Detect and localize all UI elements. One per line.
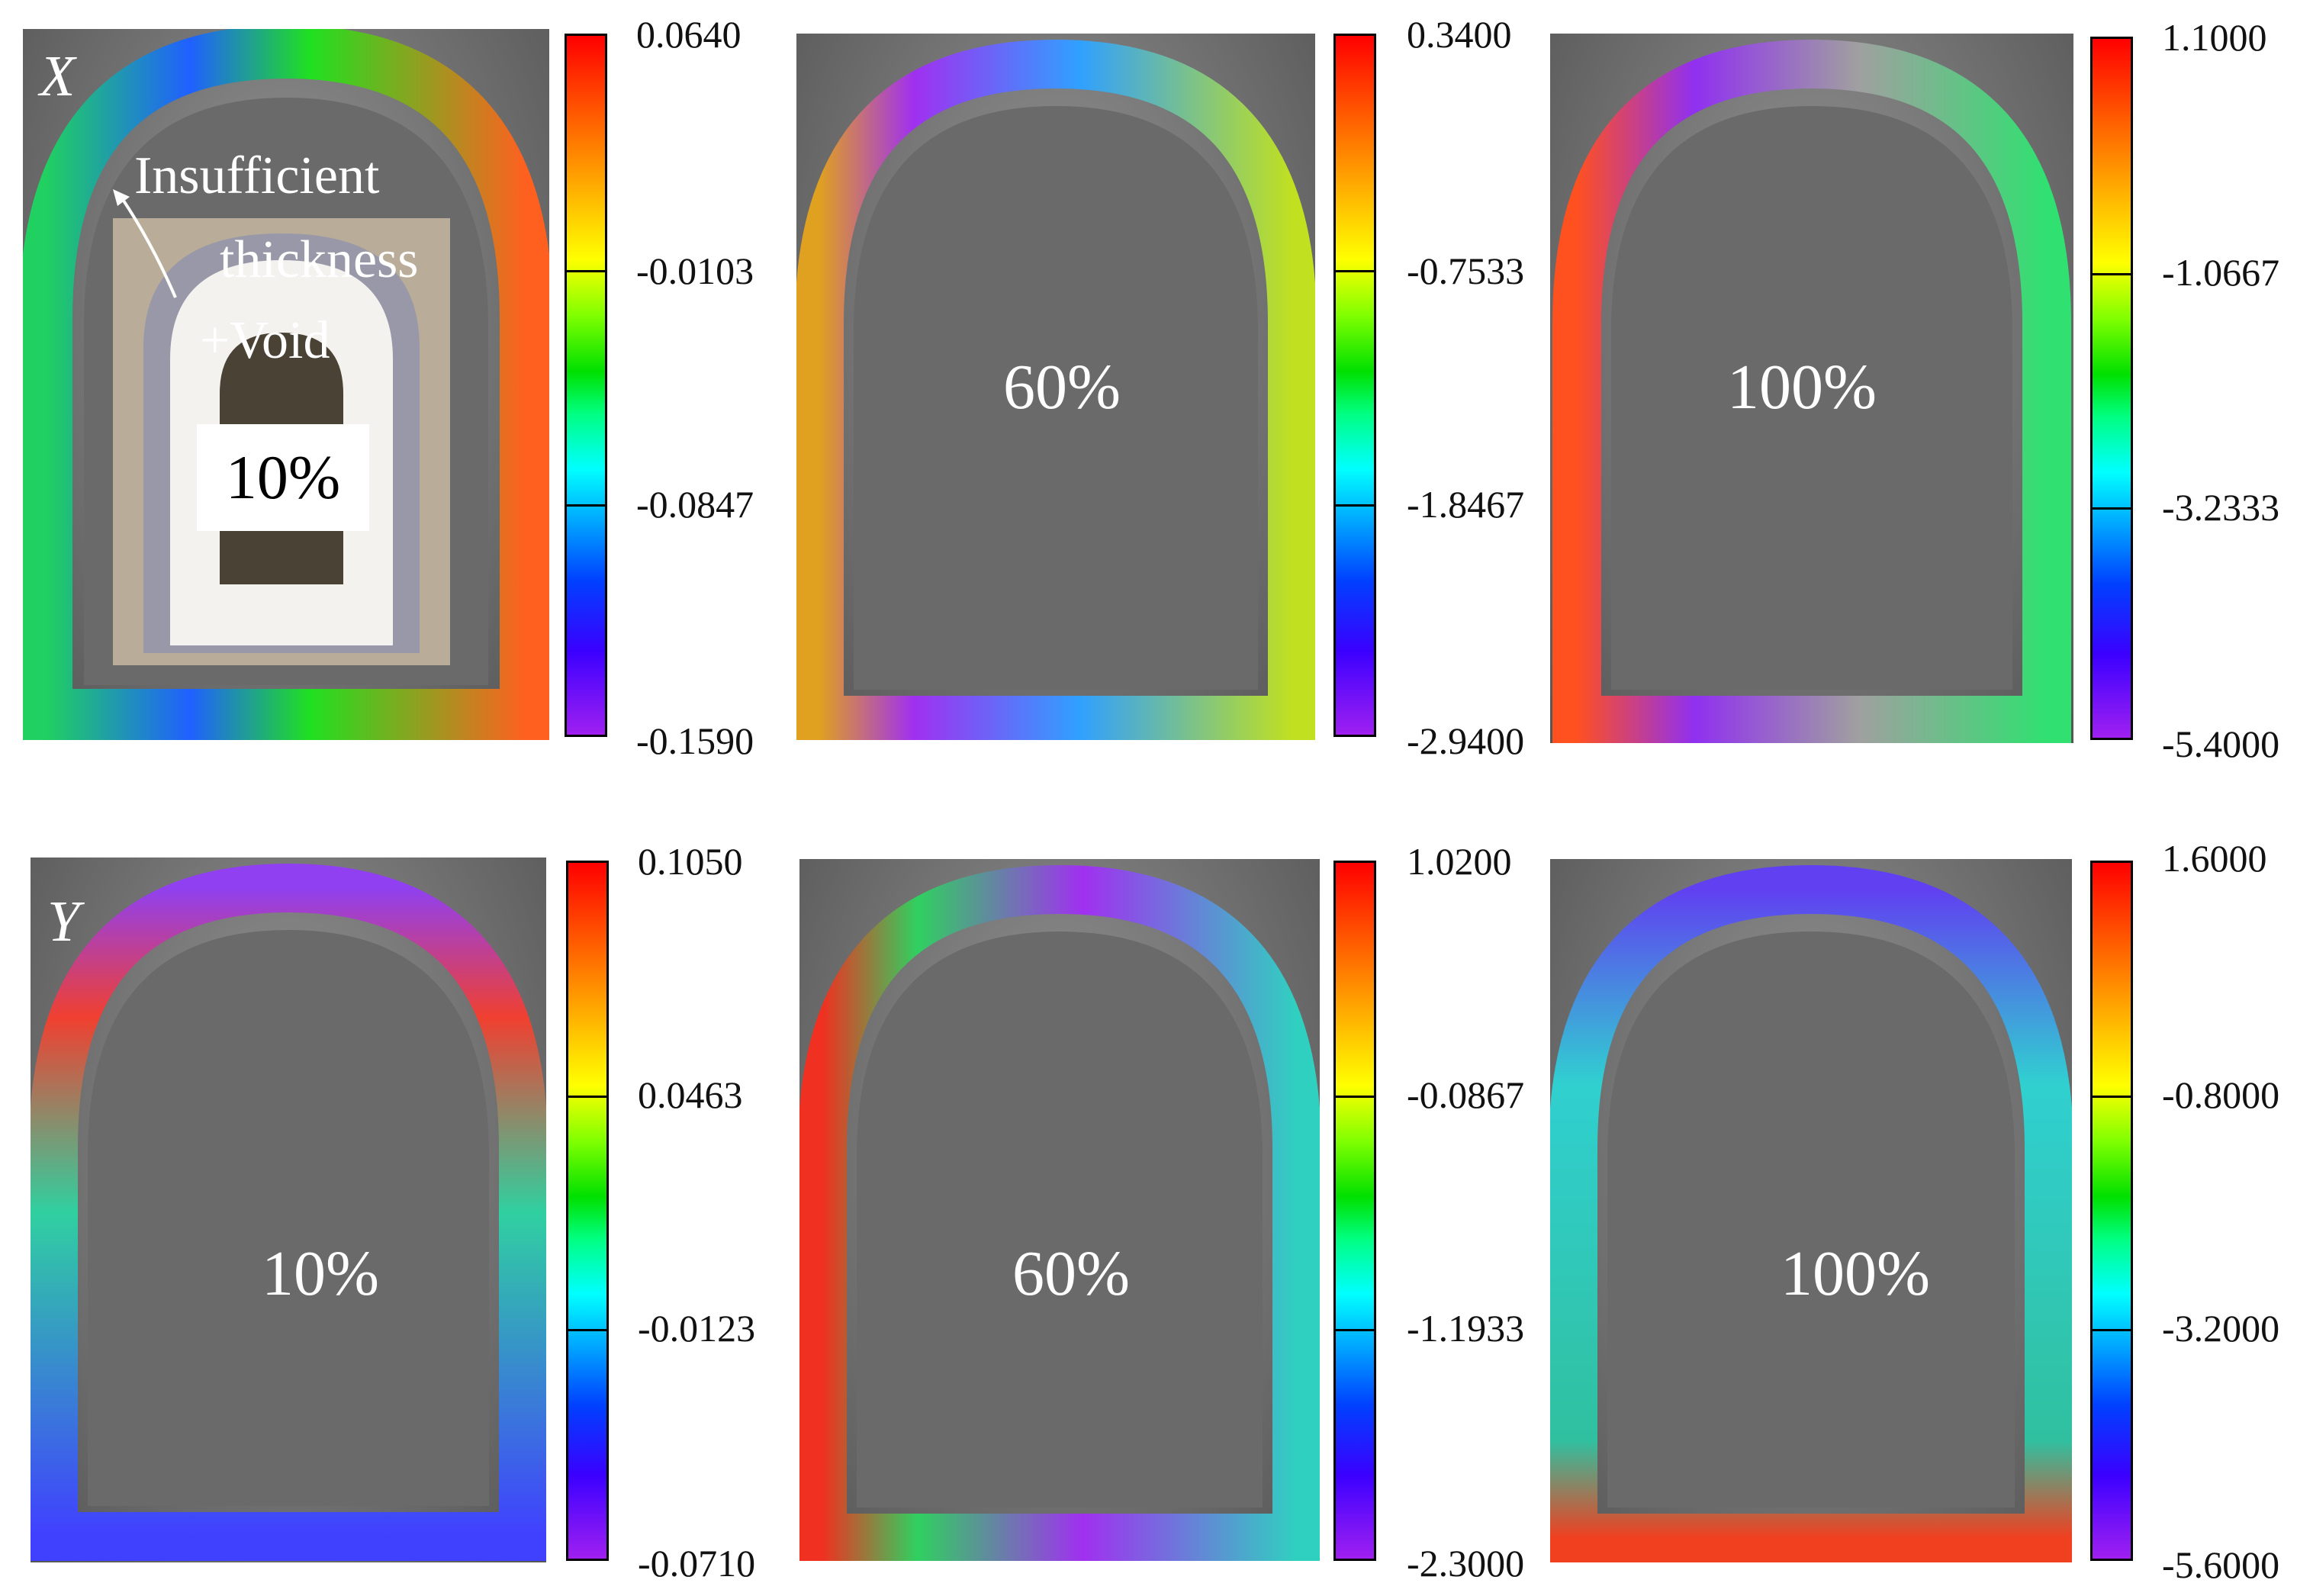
tick-label: -3.2000 bbox=[2162, 1307, 2280, 1350]
tick-label: -2.3000 bbox=[1407, 1542, 1525, 1585]
tick-label: -0.0867 bbox=[1407, 1073, 1525, 1116]
colorbar-tick bbox=[567, 270, 605, 272]
tick-label: -1.8467 bbox=[1407, 483, 1525, 526]
colorbar-y-100 bbox=[2090, 861, 2133, 1561]
annotation-arrow bbox=[113, 189, 177, 298]
tick-label: -5.6000 bbox=[2162, 1543, 2280, 1586]
colorbar-tick bbox=[568, 1329, 606, 1331]
panel-x-60-photo bbox=[796, 34, 1315, 740]
tick-label: -2.9400 bbox=[1407, 719, 1525, 762]
stage-label-y-10: 10% bbox=[262, 1238, 379, 1309]
panel-y-10-photo bbox=[31, 858, 546, 1562]
colorbar-tick bbox=[568, 1096, 606, 1098]
colorbar-tick bbox=[1336, 1096, 1374, 1098]
tick-label: -0.7533 bbox=[1407, 249, 1525, 292]
tick-label: -1.1933 bbox=[1407, 1307, 1525, 1350]
tick-label: -0.0710 bbox=[638, 1542, 756, 1585]
tick-label: 0.0463 bbox=[638, 1073, 743, 1116]
tick-label: 1.6000 bbox=[2162, 837, 2267, 880]
stage-label-y-60: 60% bbox=[1012, 1238, 1130, 1309]
colorbar-tick bbox=[1336, 270, 1374, 272]
tunnel-contour-y-60 bbox=[799, 864, 1320, 1561]
row-label-y: Y bbox=[47, 890, 80, 954]
annotation-insufficient: Insufficient bbox=[134, 146, 380, 205]
stage-label-x-100: 100% bbox=[1727, 352, 1877, 423]
tick-label: 0.3400 bbox=[1407, 13, 1512, 56]
tunnel-contour-x-100 bbox=[1552, 39, 2071, 743]
tick-label: -0.0847 bbox=[636, 483, 754, 526]
tick-label: 1.1000 bbox=[2162, 16, 2267, 59]
tick-label: -0.0123 bbox=[638, 1307, 756, 1350]
annotation-void: +Void bbox=[200, 311, 330, 370]
tunnel-contour-x-60 bbox=[796, 39, 1315, 740]
colorbar-tick bbox=[2093, 1329, 2131, 1331]
panel-y-60-photo bbox=[799, 859, 1320, 1561]
colorbar-tick bbox=[2093, 273, 2131, 275]
colorbar-tick bbox=[2093, 507, 2131, 510]
stage-label-x-60: 60% bbox=[1003, 352, 1121, 423]
tick-label: -0.0103 bbox=[636, 249, 754, 292]
tick-label: -0.8000 bbox=[2162, 1073, 2280, 1116]
colorbar-tick bbox=[1336, 504, 1374, 507]
row-label-x: X bbox=[40, 44, 76, 108]
colorbar-y-10 bbox=[566, 861, 609, 1561]
tick-label: 0.0640 bbox=[636, 13, 742, 56]
tick-label: -5.4000 bbox=[2162, 722, 2280, 765]
annotation-thickness: thickness bbox=[220, 230, 419, 289]
tick-label: 0.1050 bbox=[638, 840, 743, 883]
tunnel-contour-y-100 bbox=[1550, 864, 2072, 1562]
colorbar-x-100 bbox=[2090, 37, 2133, 740]
tick-label: -3.2333 bbox=[2162, 486, 2280, 529]
colorbar-x-10 bbox=[565, 34, 607, 737]
tick-label: -0.1590 bbox=[636, 719, 754, 762]
tick-label: 1.0200 bbox=[1407, 840, 1512, 883]
tunnel-contour-y-10 bbox=[31, 863, 546, 1561]
panel-x-100-photo bbox=[1550, 34, 2073, 743]
tick-label: -1.0667 bbox=[2162, 251, 2280, 294]
colorbar-y-60 bbox=[1333, 861, 1376, 1561]
colorbar-x-60 bbox=[1333, 34, 1376, 737]
colorbar-tick bbox=[1336, 1329, 1374, 1331]
colorbar-tick bbox=[2093, 1096, 2131, 1098]
inset-stage-label: 10% bbox=[197, 424, 369, 531]
panel-y-100-photo bbox=[1550, 859, 2072, 1562]
colorbar-tick bbox=[567, 504, 605, 507]
stage-label-y-100: 100% bbox=[1781, 1238, 1930, 1309]
